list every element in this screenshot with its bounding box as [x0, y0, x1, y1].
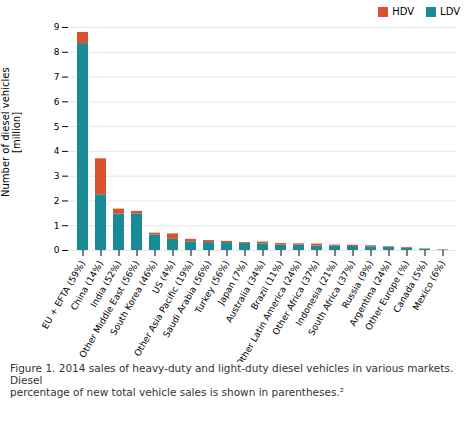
svg-text:6: 6	[54, 97, 60, 107]
svg-text:Argentina (24%): Argentina (24%)	[347, 258, 394, 328]
svg-text:Brazil (11%): Brazil (11%)	[249, 258, 286, 312]
svg-text:Japan (7%): Japan (7%)	[215, 258, 250, 307]
svg-text:5: 5	[54, 121, 60, 131]
html-text:HDV: HDV	[392, 6, 415, 17]
svg-text:4: 4	[54, 146, 60, 156]
svg-text:Saudi Arabia (56%): Saudi Arabia (56%)	[161, 258, 214, 340]
svg-text:South Korea (46%): South Korea (46%)	[108, 258, 160, 338]
html-text:Figure 1. 2014 sales of heavy-: Figure 1. 2014 sales of heavy-duty and l…	[10, 362, 454, 398]
svg-text:1: 1	[54, 221, 60, 231]
svg-text:South Africa (37%): South Africa (37%)	[306, 258, 358, 338]
svg-text:Other Africa (37%): Other Africa (37%)	[270, 258, 322, 337]
svg-text:7: 7	[54, 72, 60, 82]
svg-text:Russia (9%): Russia (9%)	[340, 258, 376, 310]
svg-text:Other Asia Pacific (19%): Other Asia Pacific (19%)	[132, 258, 196, 358]
svg-text:Other Middle East (56%): Other Middle East (56%)	[77, 258, 142, 360]
svg-text:India (52%): India (52%)	[88, 258, 124, 309]
svg-text:EU + EFTA (59%): EU + EFTA (59%)	[40, 258, 88, 331]
html-text:LDV: LDV	[440, 6, 460, 17]
svg-text:Other Europe (%): Other Europe (%)	[363, 258, 412, 332]
svg-text:Indonesia (21%): Indonesia (21%)	[293, 258, 340, 328]
svg-text:2: 2	[54, 196, 60, 206]
html-text:Number of diesel vehicles [mil: Number of diesel vehicles [million]	[0, 67, 22, 197]
svg-text:3: 3	[54, 171, 60, 181]
svg-text:0: 0	[54, 245, 60, 255]
svg-text:Australia (34%): Australia (34%)	[223, 258, 268, 325]
svg-text:Mexico (6%): Mexico (6%)	[411, 259, 447, 312]
svg-text:Canada (5%): Canada (5%)	[391, 258, 430, 315]
svg-text:9: 9	[54, 22, 60, 32]
svg-text:China (14%): China (14%)	[68, 258, 106, 313]
svg-text:US (4%): US (4%)	[150, 258, 178, 296]
svg-text:8: 8	[54, 47, 60, 57]
svg-text:Turkey (56%): Turkey (56%)	[193, 258, 232, 316]
